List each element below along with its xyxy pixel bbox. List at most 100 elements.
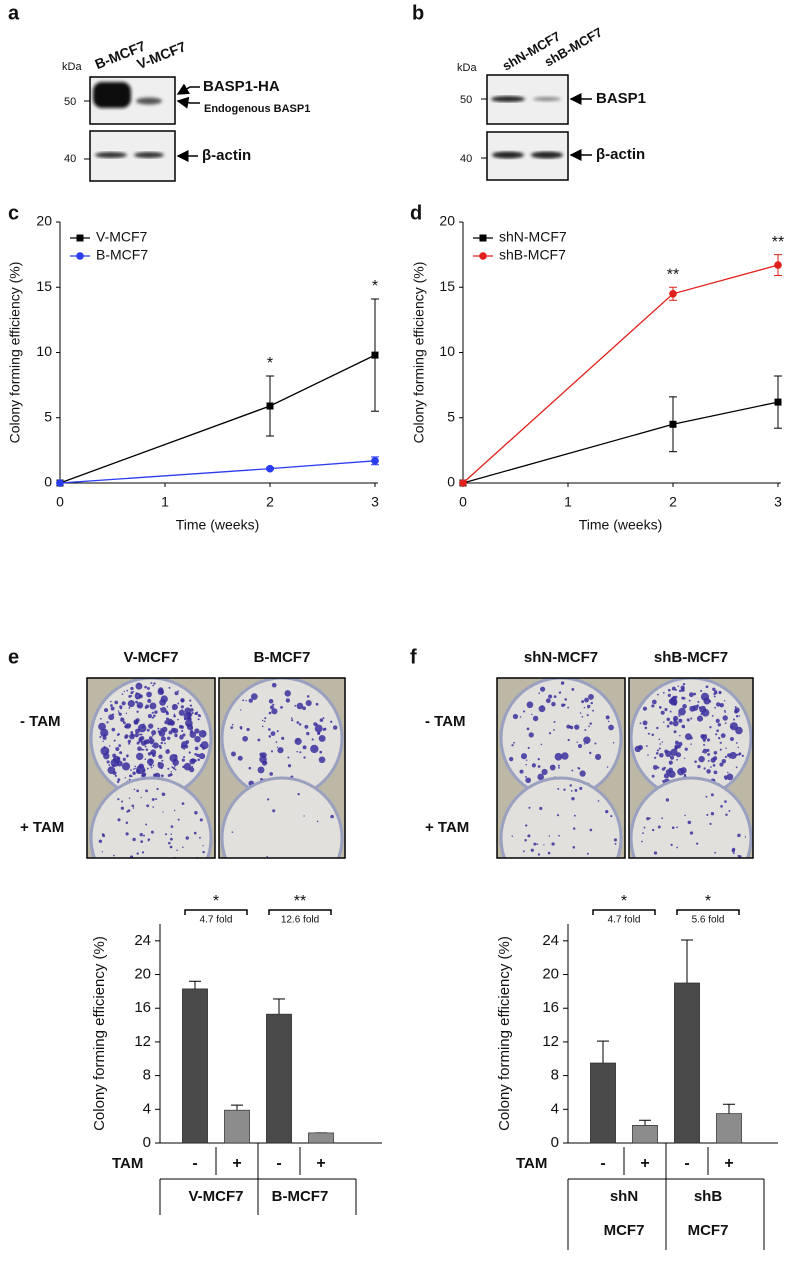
colony [713, 692, 716, 696]
colony [125, 821, 129, 824]
colony [734, 707, 740, 713]
colony [180, 725, 184, 729]
y-tick-label: 24 [134, 932, 151, 949]
colony [574, 789, 578, 792]
colony [735, 726, 743, 735]
colony [519, 716, 522, 718]
colony [98, 839, 103, 843]
colony [137, 746, 142, 752]
column-label: shN-MCF7 [524, 649, 598, 666]
colony [272, 703, 275, 706]
colony [696, 715, 704, 722]
colony [230, 751, 236, 757]
photo-frame [86, 677, 216, 859]
colony [713, 751, 718, 755]
colony [117, 798, 120, 801]
colony [734, 706, 737, 708]
colony [318, 734, 326, 742]
category-label: - [600, 1155, 605, 1172]
colony [520, 753, 528, 760]
colony [314, 724, 323, 733]
colony [642, 720, 648, 726]
colony [305, 700, 312, 707]
colony [715, 718, 720, 723]
category-label: - [684, 1155, 689, 1172]
colony [123, 690, 126, 693]
colony [108, 745, 111, 747]
colony [174, 733, 178, 738]
colony [577, 744, 583, 749]
colony [167, 767, 170, 770]
colony [597, 800, 600, 802]
colony [199, 744, 203, 748]
colony [738, 753, 741, 756]
fold-label: 12.6 fold [281, 915, 319, 926]
colony [558, 691, 562, 694]
colony [719, 741, 722, 744]
colony [146, 767, 149, 770]
colony [169, 872, 171, 874]
colony [678, 707, 686, 716]
colony [117, 733, 120, 736]
colony [719, 748, 722, 751]
fold-label: 4.7 fold [200, 915, 233, 926]
y-tick-label: 12 [542, 1033, 559, 1050]
band [492, 151, 563, 159]
colony [139, 832, 143, 837]
colony [100, 717, 102, 720]
colony [678, 714, 681, 717]
colony [731, 848, 735, 853]
colony [676, 846, 678, 849]
colony [533, 842, 537, 846]
colony [239, 725, 243, 729]
colony [697, 764, 701, 769]
colony [527, 834, 531, 838]
legend-label: V-MCF7 [96, 229, 148, 245]
colony [703, 743, 706, 746]
y-tick-label: 16 [134, 999, 151, 1016]
colony [174, 758, 176, 761]
colony [690, 717, 693, 720]
colony [298, 723, 302, 726]
colony [588, 694, 594, 700]
colony [613, 838, 618, 842]
colony [281, 736, 285, 740]
colony [687, 878, 689, 880]
marker-label: 50 [460, 94, 472, 106]
colony [671, 686, 676, 691]
colony [678, 689, 682, 693]
colony [658, 864, 661, 867]
colony [170, 833, 172, 835]
colony [541, 768, 548, 776]
colony [584, 729, 587, 731]
point [266, 464, 274, 473]
colony [657, 825, 661, 829]
colony [127, 739, 132, 744]
colony [665, 750, 672, 758]
colony [259, 752, 264, 757]
colony [126, 689, 129, 692]
colony [284, 690, 291, 697]
colony [675, 688, 678, 691]
group-label: shB [694, 1188, 723, 1205]
colony [153, 682, 156, 685]
colony [646, 816, 650, 821]
colony [108, 714, 115, 721]
colony [121, 762, 131, 771]
colony [189, 767, 195, 773]
colony [732, 718, 735, 721]
colony [688, 692, 694, 698]
colony [691, 887, 694, 890]
bracket [676, 909, 740, 915]
colony [287, 756, 290, 759]
colony [551, 842, 555, 846]
colony [268, 711, 272, 715]
colony [120, 717, 125, 723]
colony [119, 705, 123, 709]
colony [148, 892, 150, 894]
marker-label: 40 [64, 153, 76, 165]
y-tick-label: 8 [143, 1067, 151, 1084]
colony [158, 754, 163, 759]
colony [151, 716, 155, 719]
colony [136, 852, 139, 855]
